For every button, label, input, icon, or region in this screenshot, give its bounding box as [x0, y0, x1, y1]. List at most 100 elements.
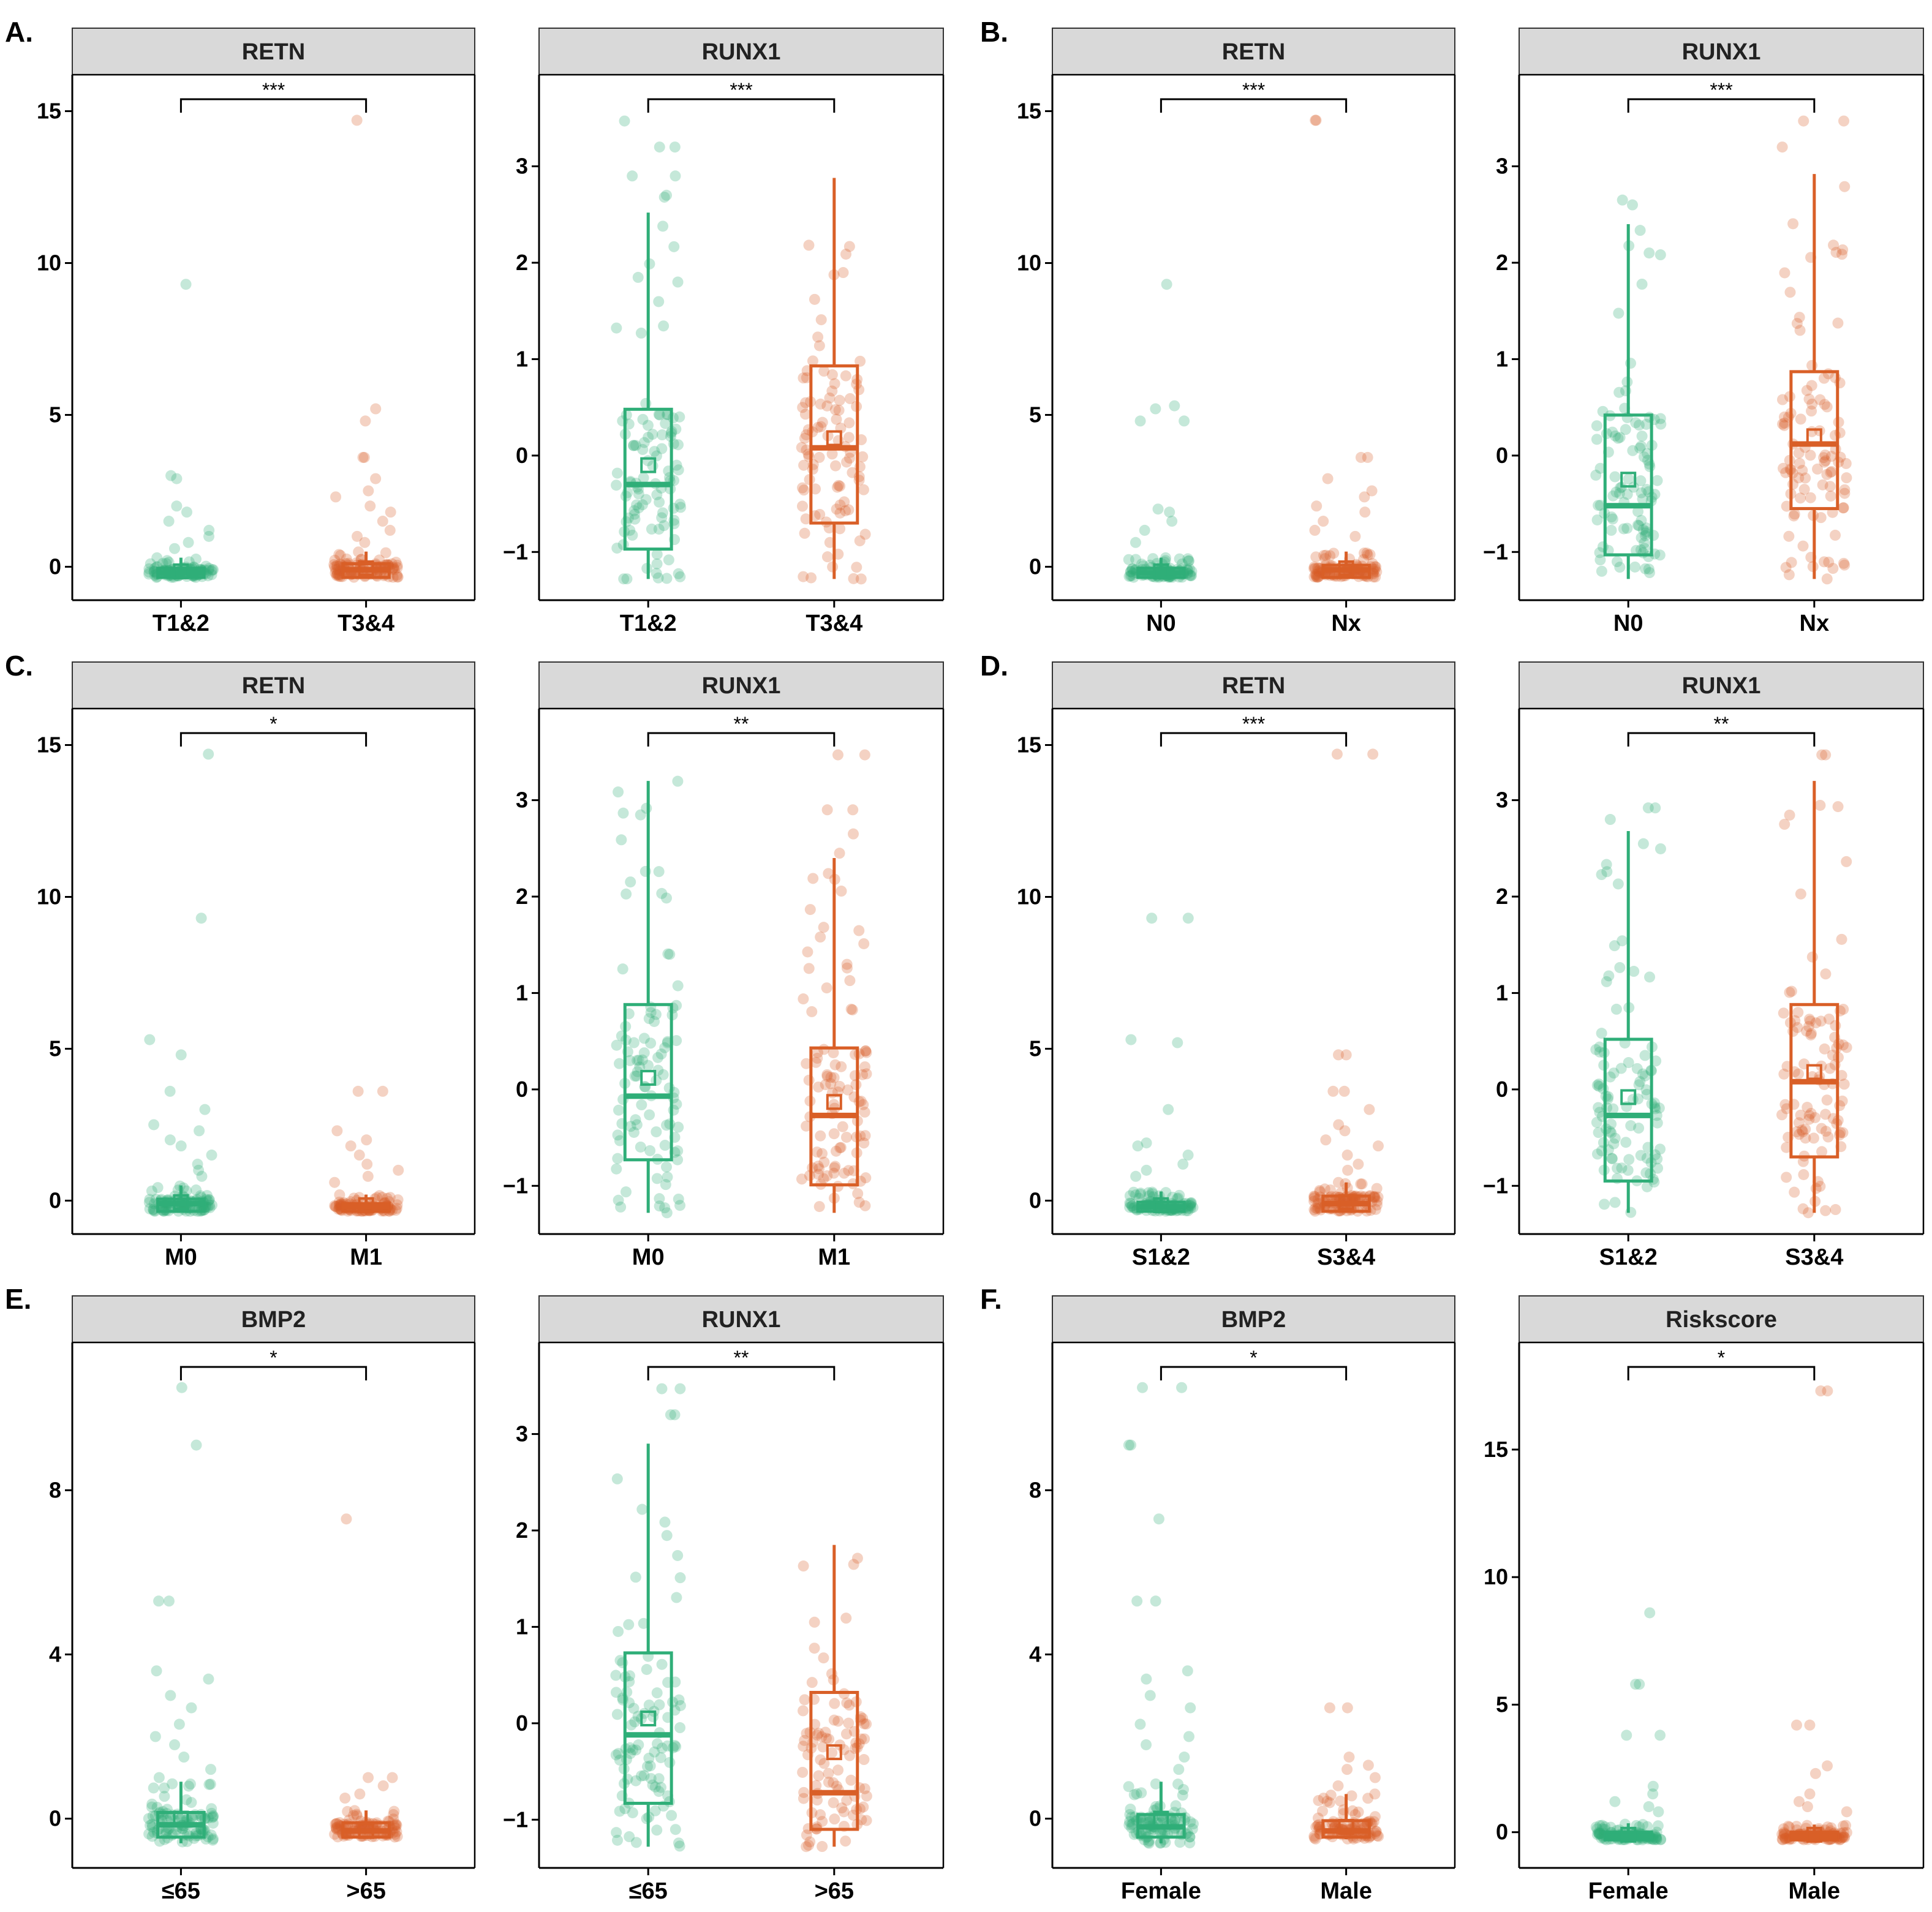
facet-strip	[1052, 28, 1455, 75]
data-point	[813, 451, 825, 463]
data-point	[1839, 181, 1851, 192]
y-tick-label: −1	[503, 539, 528, 564]
data-point	[673, 439, 684, 451]
data-point	[1639, 1050, 1651, 1061]
data-point	[1125, 1198, 1136, 1210]
data-point	[616, 834, 627, 846]
data-point	[1124, 1816, 1136, 1827]
data-point	[1314, 1185, 1326, 1197]
data-point	[1778, 1007, 1789, 1019]
y-tick-label: 2	[516, 250, 528, 275]
y-tick-label: −1	[503, 1173, 528, 1198]
data-point	[1372, 1140, 1384, 1152]
data-point	[203, 530, 214, 542]
data-point	[1806, 405, 1817, 417]
data-point	[642, 455, 654, 467]
data-point	[654, 1200, 665, 1212]
data-point	[1825, 451, 1837, 462]
data-point	[160, 558, 172, 570]
data-point	[1803, 1021, 1814, 1033]
data-point	[1128, 1789, 1140, 1801]
data-point	[1125, 1803, 1136, 1815]
data-point	[152, 1182, 164, 1194]
data-point	[1633, 1079, 1645, 1091]
data-point	[1814, 394, 1826, 405]
data-point	[1308, 1832, 1320, 1844]
data-point	[1830, 1020, 1841, 1031]
data-point	[332, 563, 344, 575]
data-point	[1805, 492, 1816, 503]
data-point	[1183, 555, 1194, 566]
data-point	[1779, 1832, 1791, 1844]
data-point	[1185, 1198, 1196, 1210]
data-point	[614, 1805, 625, 1817]
data-point	[1312, 1202, 1324, 1213]
data-point	[654, 409, 665, 421]
x-tick-label: ≤65	[162, 1878, 200, 1904]
data-point	[631, 1119, 643, 1131]
data-point	[1783, 530, 1795, 542]
significance-label: **	[734, 713, 749, 735]
data-point	[1324, 1184, 1336, 1195]
data-point	[837, 267, 849, 279]
y-tick-label: 0	[1496, 1820, 1508, 1845]
data-point	[1642, 1821, 1653, 1832]
y-tick-label: 15	[1017, 732, 1041, 758]
data-point	[1632, 519, 1643, 531]
data-point	[645, 1037, 657, 1049]
data-point	[1144, 1815, 1156, 1827]
data-point	[660, 1179, 671, 1191]
data-point	[818, 1156, 830, 1168]
significance-label: *	[270, 1347, 277, 1369]
data-point	[1637, 524, 1649, 535]
data-point	[613, 1104, 624, 1116]
data-point	[617, 807, 629, 819]
data-point	[812, 1052, 823, 1064]
data-point	[658, 320, 670, 332]
facet-title: RUNX1	[702, 1307, 781, 1333]
data-point	[673, 1837, 684, 1849]
data-point	[157, 558, 168, 570]
data-point	[643, 432, 654, 443]
data-point	[1320, 1134, 1332, 1146]
data-point	[821, 551, 833, 563]
data-point	[1827, 563, 1839, 574]
data-point	[1609, 940, 1620, 952]
data-point	[817, 1841, 828, 1853]
data-point	[1177, 1158, 1189, 1170]
data-point	[1838, 115, 1850, 127]
x-tick-label: >65	[346, 1878, 385, 1904]
significance-label: ***	[1710, 79, 1732, 101]
data-point	[1633, 520, 1645, 532]
y-tick-label: 0	[1029, 1187, 1041, 1213]
data-point	[841, 456, 853, 468]
data-point	[843, 417, 855, 429]
data-point	[330, 567, 341, 579]
data-point	[847, 467, 858, 478]
data-point	[207, 1817, 219, 1829]
data-point	[1776, 1109, 1787, 1121]
data-point	[829, 1813, 840, 1825]
data-point	[673, 464, 684, 476]
data-point	[388, 1805, 400, 1817]
data-point	[621, 888, 632, 900]
data-point	[1655, 413, 1666, 424]
data-point	[798, 993, 809, 1005]
data-point	[1641, 448, 1653, 459]
data-point	[1778, 411, 1790, 423]
data-point	[798, 372, 809, 384]
data-point	[660, 418, 671, 429]
facet-title: BMP2	[1221, 1307, 1286, 1333]
data-point	[633, 1055, 644, 1066]
data-point	[1185, 1202, 1196, 1214]
data-point	[194, 1125, 205, 1137]
data-point	[672, 1549, 684, 1561]
y-tick-label: 0	[49, 554, 61, 579]
data-point	[1655, 418, 1667, 430]
data-point	[1603, 970, 1615, 982]
data-point	[815, 1754, 826, 1766]
x-tick-label: Nx	[1800, 611, 1830, 636]
panel-letter: C.	[5, 650, 33, 682]
data-point	[653, 1773, 665, 1785]
data-point	[811, 1729, 823, 1741]
